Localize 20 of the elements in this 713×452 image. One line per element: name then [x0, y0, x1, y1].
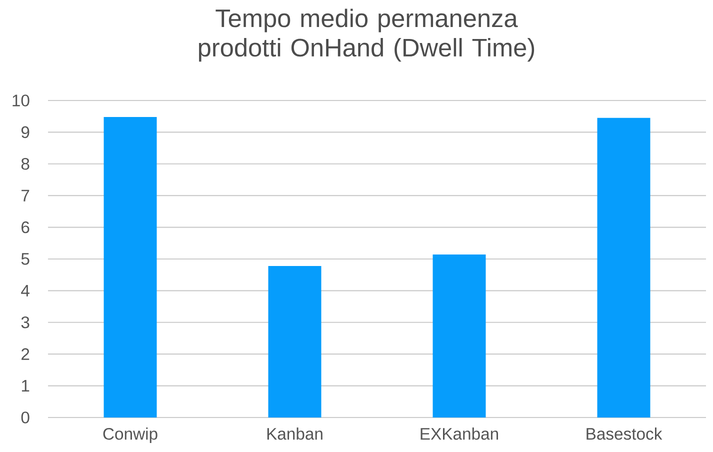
- x-tick-label: Kanban: [267, 428, 322, 440]
- bar: [104, 116, 157, 418]
- bar: [432, 254, 486, 418]
- y-tick-label: 10: [12, 94, 30, 106]
- y-tick-label: 8: [21, 158, 30, 170]
- x-tick-label: Conwip: [103, 428, 158, 444]
- y-tick-label: 3: [21, 316, 30, 328]
- y-tick-label: 9: [21, 126, 30, 138]
- y-tick-label: 1: [22, 380, 30, 392]
- x-tick-label: Basestock: [586, 428, 662, 440]
- y-tick-label: 0: [21, 412, 30, 424]
- y-tick-label: 4: [21, 284, 30, 296]
- bar: [268, 266, 322, 418]
- y-tick-label: 5: [21, 253, 30, 265]
- y-tick-label: 6: [22, 221, 30, 234]
- y-tick-label: 7: [22, 190, 30, 202]
- x-tick-label: EXKanban: [420, 428, 498, 440]
- chart-title: Tempo medio permanenza prodotti OnHand (Dwell Time): [198, 8, 534, 62]
- y-tick-label: 2: [22, 348, 30, 360]
- bar: [597, 118, 650, 418]
